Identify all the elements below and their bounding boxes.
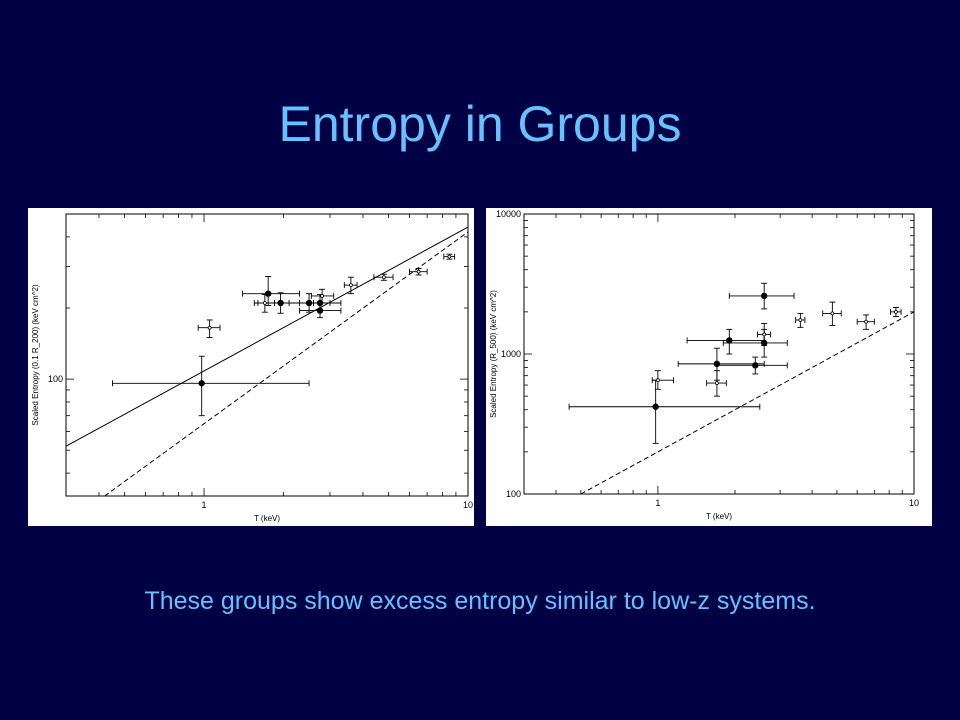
data-point-open [381,275,386,280]
data-point-open [262,301,267,305]
chart-r500: 1 10 100 1000 10000 T (keV) Scaled Entropy (R_… [489,209,919,521]
chart-panel-r500: 1 10 100 1000 10000 T (keV) Scaled Entropy (R_… [486,208,932,526]
data-point-open [416,269,421,274]
data-point-filled [726,337,733,344]
plot-frame [65,213,469,497]
data-point-filled [652,403,659,410]
data-point-open [447,254,452,259]
plot-frame [523,213,915,495]
x-tick-label: 10 [463,500,473,510]
data-point-open [348,283,353,288]
chart-r200: 1 10 100 T (keV) Scaled Entropy (0.1 R_200) … [31,213,473,523]
slide-title: Entropy in Groups [278,96,682,152]
data-point-filled [752,362,759,369]
data-point-filled [264,290,272,297]
data-point-filled [198,380,205,387]
data-point-open [864,319,868,324]
dashed-model-line [580,311,914,494]
x-tick-label: 10 [909,498,919,508]
x-axis-title: T (keV) [254,514,280,523]
data-point-open [894,309,898,314]
y-tick-label: 100 [48,374,63,384]
fit-line [66,226,468,447]
data-point-filled [316,307,324,314]
data-point-open [207,325,212,330]
x-axis-title: T (keV) [706,512,732,521]
data-point-filled [760,292,768,300]
x-tick-label: 1 [202,500,207,510]
data-point-open [798,318,803,322]
y-tick-label: 100 [506,489,521,499]
y-tick-label: 10000 [496,209,521,219]
data-point-open [320,294,324,298]
slide-caption: These groups show excess entropy similar… [144,587,816,615]
x-tick-label: 1 [655,498,660,508]
data-point-open [762,332,767,337]
data-point-filled [277,299,284,307]
data-point-open [715,381,719,385]
dashed-model-line [104,231,468,496]
data-point-open [656,378,660,383]
y-tick-label: 1000 [501,349,521,359]
data-point-open [830,311,835,316]
chart-panel-r200: 1 10 100 T (keV) Scaled Entropy (0.1 R_200) … [28,208,474,526]
y-axis-title: Scaled Entropy (R_500) (keV cm^2) [489,290,498,418]
y-axis-title: Scaled Entropy (0.1 R_200) (keV cm^2) [31,284,40,425]
